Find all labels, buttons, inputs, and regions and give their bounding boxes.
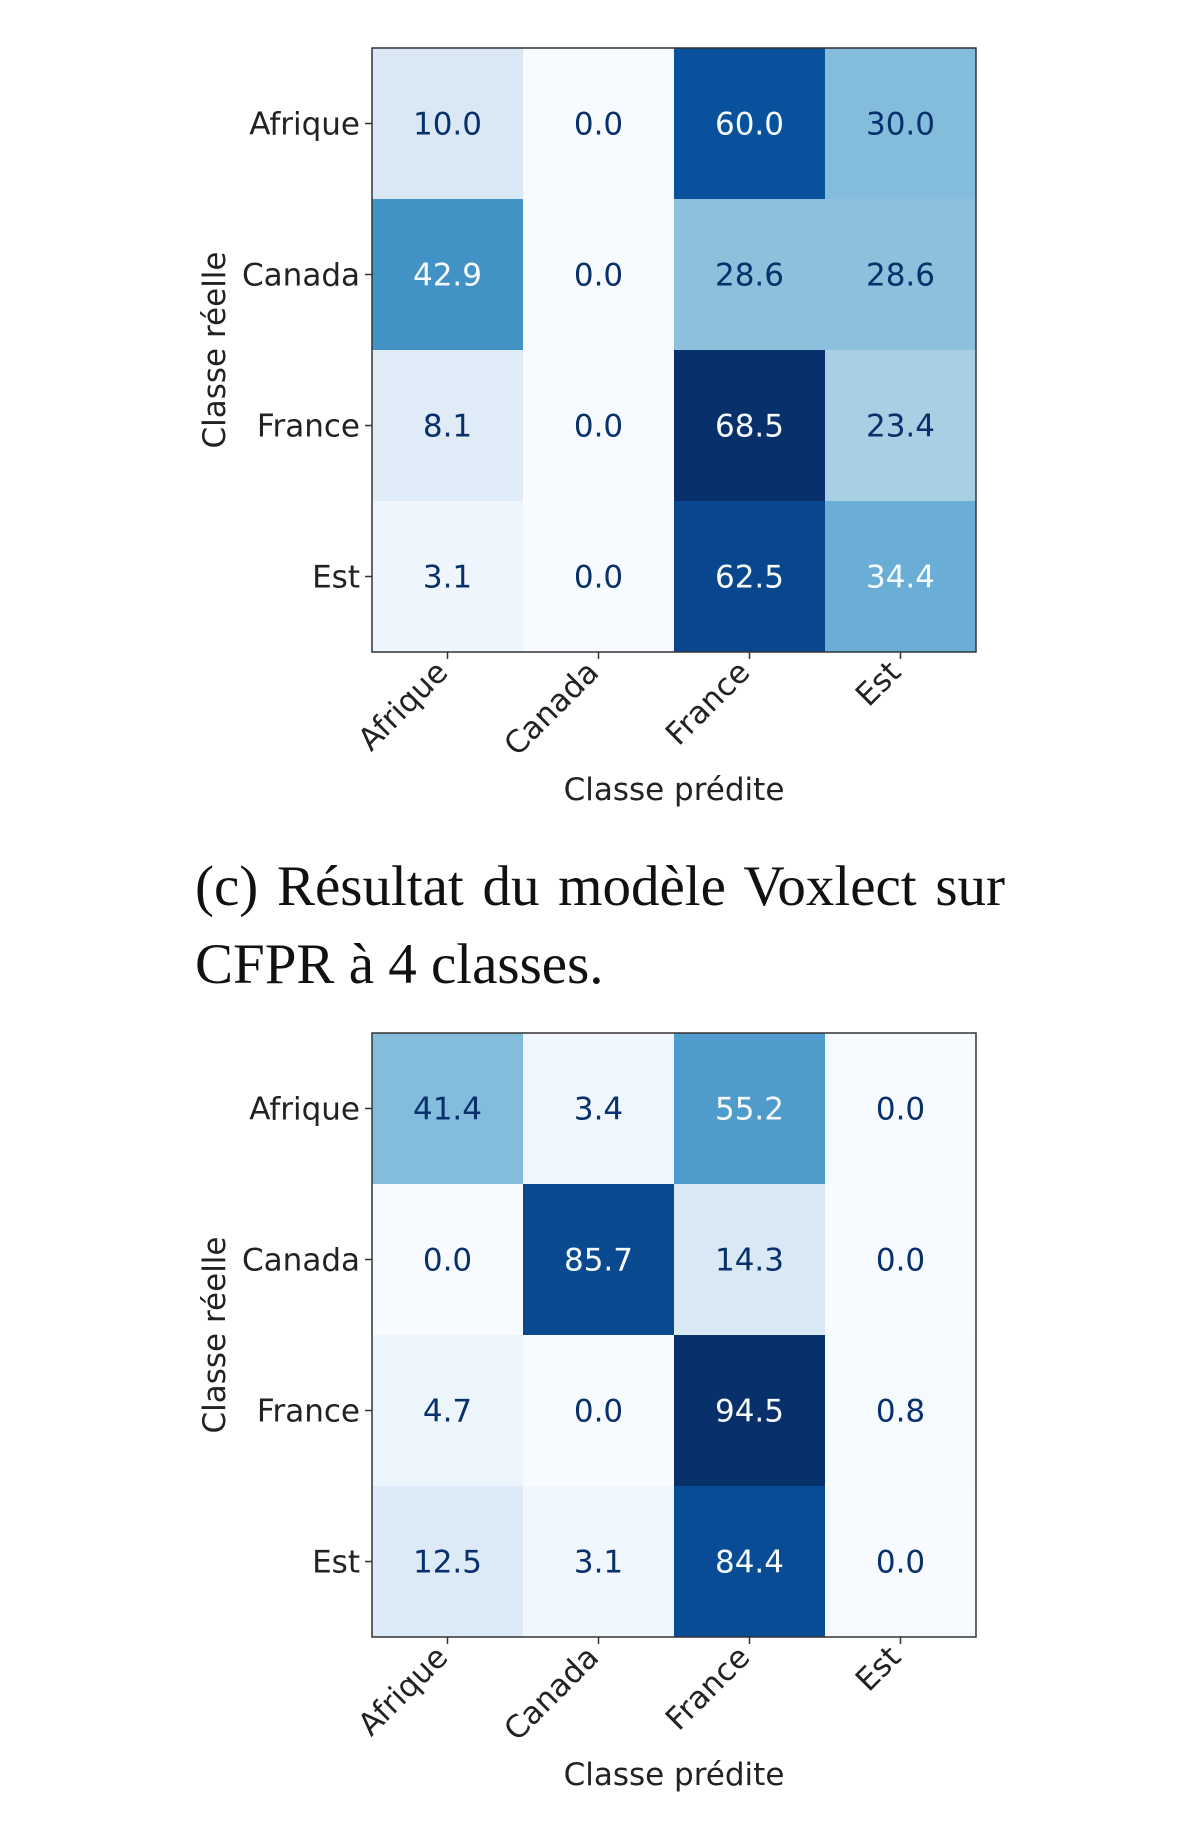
x-axis-label: Classe prédite [564, 772, 785, 808]
heatmap-cell-est-canada [523, 501, 674, 652]
heatmap-cell-france-canada [523, 350, 674, 501]
heatmap-cell-est-france [674, 501, 825, 652]
heatmap-cell-afrique-france [674, 1033, 825, 1184]
heatmap-cell-france-france [674, 350, 825, 501]
heatmap-cell-canada-canada [523, 199, 674, 350]
cell-value-label: 42.9 [413, 258, 482, 294]
heatmap-cell-canada-afrique [372, 199, 523, 350]
heatmap-cell-afrique-est [825, 48, 976, 199]
cell-value-label: 94.5 [715, 1394, 784, 1430]
cell-value-label: 28.6 [866, 258, 935, 294]
cell-value-label: 0.0 [574, 409, 623, 445]
heatmap-cell-afrique-canada [523, 48, 674, 199]
heatmap-cell-france-afrique [372, 350, 523, 501]
x-tick-label-est: Est [849, 1639, 908, 1698]
x-axis-label: Classe prédite [564, 1757, 785, 1793]
cell-value-label: 30.0 [866, 107, 935, 143]
heatmap-cell-canada-est [825, 1184, 976, 1335]
heatmap-cell-canada-canada [523, 1184, 674, 1335]
cell-value-label: 68.5 [715, 409, 784, 445]
x-tick-label-afrique: Afrique [351, 654, 455, 758]
cell-value-label: 0.0 [876, 1092, 925, 1128]
x-tick-label-france: France [659, 654, 757, 752]
y-tick-label-est: Est [312, 1545, 360, 1581]
x-tick-label-canada: Canada [497, 654, 606, 763]
x-tick-label-canada: Canada [497, 1639, 606, 1748]
y-tick-label-est: Est [312, 560, 360, 596]
y-axis-label: Classe réelle [197, 1237, 233, 1434]
heatmap-cell-afrique-afrique [372, 48, 523, 199]
heatmap-cell-france-est [825, 1335, 976, 1486]
heatmap-cell-france-france [674, 1335, 825, 1486]
y-tick-label-afrique: Afrique [249, 107, 360, 143]
cell-value-label: 12.5 [413, 1545, 482, 1581]
cell-value-label: 4.7 [423, 1394, 472, 1430]
cell-value-label: 0.0 [423, 1243, 472, 1279]
cell-value-label: 34.4 [866, 560, 935, 596]
figure-caption: (c) Résultat du modèle Voxlect sur CFPR … [195, 855, 1005, 996]
cell-value-label: 0.0 [876, 1545, 925, 1581]
heatmap-cell-canada-france [674, 1184, 825, 1335]
heatmap-frame [371, 47, 977, 653]
heatmap-cell-est-afrique [372, 1486, 523, 1637]
confusion-matrix-bottom: 41.4 3.4 55.2 0.0 0.0 85.7 14.3 0.0 4.7 0.0 94.5 0.… [197, 1032, 977, 1793]
cell-value-label: 0.0 [876, 1243, 925, 1279]
heatmap-cell-est-canada [523, 1486, 674, 1637]
heatmap-cell-afrique-est [825, 1033, 976, 1184]
cell-value-label: 62.5 [715, 560, 784, 596]
cell-value-label: 0.0 [574, 1394, 623, 1430]
heatmap-cell-canada-france [674, 199, 825, 350]
confusion-matrix-top: 10.0 0.0 60.0 30.0 42.9 0.0 28.6 28.6 8.1 0.0 68.5… [197, 47, 977, 808]
heatmap-cell-est-est [825, 1486, 976, 1637]
heatmap-cell-france-est [825, 350, 976, 501]
heatmap-frame [371, 1032, 977, 1638]
y-tick-label-canada: Canada [242, 258, 360, 294]
heatmap-cell-est-est [825, 501, 976, 652]
cell-value-label: 8.1 [423, 409, 472, 445]
cell-value-label: 55.2 [715, 1092, 784, 1128]
y-tick-label-canada: Canada [242, 1243, 360, 1279]
cell-value-label: 84.4 [715, 1545, 784, 1581]
heatmap-cell-afrique-canada [523, 1033, 674, 1184]
heatmap-cell-france-afrique [372, 1335, 523, 1486]
heatmap-cell-afrique-afrique [372, 1033, 523, 1184]
y-tick-label-france: France [257, 409, 360, 445]
heatmap-cell-canada-est [825, 199, 976, 350]
cell-value-label: 14.3 [715, 1243, 784, 1279]
heatmap-cell-est-afrique [372, 501, 523, 652]
heatmap-cell-canada-afrique [372, 1184, 523, 1335]
cell-value-label: 10.0 [413, 107, 482, 143]
cell-value-label: 3.1 [574, 1545, 623, 1581]
y-tick-label-afrique: Afrique [249, 1092, 360, 1128]
x-tick-label-afrique: Afrique [351, 1639, 455, 1743]
cell-value-label: 28.6 [715, 258, 784, 294]
x-tick-label-est: Est [849, 654, 908, 713]
cell-value-label: 60.0 [715, 107, 784, 143]
cell-value-label: 3.1 [423, 560, 472, 596]
cell-value-label: 0.0 [574, 258, 623, 294]
cell-value-label: 0.0 [574, 560, 623, 596]
cell-value-label: 41.4 [413, 1092, 482, 1128]
cell-value-label: 23.4 [866, 409, 935, 445]
heatmap-cell-france-canada [523, 1335, 674, 1486]
cell-value-label: 0.0 [574, 107, 623, 143]
y-tick-label-france: France [257, 1394, 360, 1430]
y-axis-label: Classe réelle [197, 252, 233, 449]
x-tick-label-france: France [659, 1639, 757, 1737]
cell-value-label: 0.8 [876, 1394, 925, 1430]
heatmap-cell-est-france [674, 1486, 825, 1637]
heatmap-cell-afrique-france [674, 48, 825, 199]
cell-value-label: 3.4 [574, 1092, 623, 1128]
cell-value-label: 85.7 [564, 1243, 633, 1279]
